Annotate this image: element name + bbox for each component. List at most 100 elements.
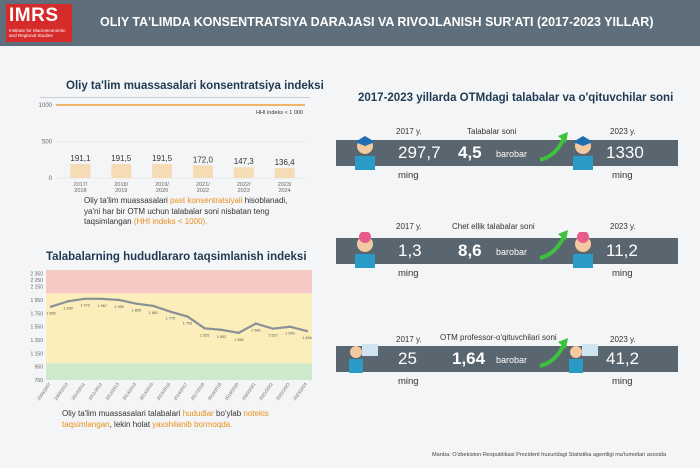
x-tick-label: 2022/2023 — [275, 381, 291, 401]
data-point — [118, 298, 121, 302]
row1-value-end: 1330 — [606, 143, 644, 162]
x-tick-label: 2012/2013 — [104, 381, 120, 401]
data-label: 1 525 — [200, 333, 210, 337]
x-tick-label: 2021/ — [196, 182, 210, 188]
data-point — [186, 315, 189, 318]
row3-year-end: 2023 y. — [610, 335, 636, 344]
row1-factor: 4,5 — [458, 143, 482, 162]
note-text: , lekin holat — [109, 419, 153, 429]
note-highlight: (HHI indeks < 1000). — [133, 217, 208, 226]
foreign-student-icon — [573, 232, 593, 268]
x-tick-label: 2021/2022 — [258, 381, 274, 401]
data-label: 1 458 — [234, 338, 244, 342]
row2-unit-start: ming — [398, 268, 419, 279]
row3-label: OTM professor-o'qituvchilari soni — [440, 333, 557, 342]
x-tick-label: 2015/2016 — [156, 381, 172, 401]
x-tick-label: 2023/ — [278, 182, 292, 188]
row1-barobar: barobar — [496, 149, 528, 159]
bar-value-label: 136,4 — [275, 158, 296, 167]
data-point — [237, 331, 240, 334]
note-highlight: hududlar — [182, 409, 214, 418]
row2-band: 1,3 8,6 barobar 11,2 — [336, 230, 678, 268]
background-band — [46, 363, 312, 380]
x-tick-label: 2023 — [238, 188, 250, 194]
x-tick-label: 2016/2017 — [173, 381, 189, 401]
row1-unit-end: ming — [612, 170, 633, 181]
data-label: 1 502 — [217, 335, 227, 339]
x-tick-label: 2011/2012 — [87, 381, 103, 401]
student-icon — [573, 136, 593, 170]
row1-year-end: 2023 y. — [610, 127, 636, 136]
x-tick-label: 2018/ — [114, 182, 128, 188]
x-tick-label: 2022/ — [237, 182, 251, 188]
row1-year-start: 2017 y. — [396, 127, 422, 136]
imrs-logo[interactable]: IMRS Institute for Macroeconomic and Reg… — [6, 4, 72, 42]
y-tick-label: 750 — [35, 378, 44, 384]
x-tick-label: 2010/2011 — [70, 381, 86, 401]
header: IMRS Institute for Macroeconomic and Reg… — [0, 0, 700, 46]
source-note: Manba: O'zbekiston Respublikasi Preziden… — [432, 452, 667, 458]
x-tick-label: 2018/2019 — [207, 381, 223, 401]
note-text: Oliy ta'lim muassasalari talabalari — [62, 409, 183, 418]
y-tick-label: 1000 — [39, 103, 53, 109]
x-tick-label: 2014/2015 — [138, 381, 154, 401]
background-band — [46, 293, 312, 364]
data-point — [83, 297, 87, 300]
divider — [40, 97, 310, 98]
note-highlight: notekis taqsimlangan — [62, 409, 269, 429]
x-tick-label: 2019/ — [155, 182, 169, 188]
stats-title: 2017-2023 yillarda OTMdagi talabalar va … — [358, 92, 674, 104]
row2-year-end: 2023 y. — [610, 222, 636, 231]
row3-factor: 1,64 — [452, 349, 486, 368]
x-tick-label: 2023/2024 — [292, 381, 308, 401]
x-tick-label: 2020/2021 — [241, 381, 257, 401]
bar-value-label: 172,0 — [193, 155, 214, 164]
row3-value-start: 25 — [398, 349, 417, 368]
x-tick-label: 2013/2014 — [121, 381, 137, 401]
data-label: 1 775 — [166, 317, 176, 321]
data-label: 1 970 — [80, 304, 90, 308]
growth-arrow-icon — [539, 230, 568, 260]
row2-year-start: 2017 y. — [396, 222, 422, 231]
row1-band: 297,7 4,5 barobar 1330 — [336, 132, 678, 170]
student-icon — [355, 136, 375, 170]
row2-factor: 8,6 — [458, 241, 482, 260]
row3-value-end: 41,2 — [606, 349, 640, 368]
row1-unit-start: ming — [398, 170, 419, 181]
row2-value-end: 11,2 — [606, 241, 638, 260]
data-point — [152, 304, 155, 308]
data-point — [203, 327, 206, 330]
line-chart-title: Talabalarning hududlararo taqsimlanish i… — [46, 251, 307, 263]
reference-label: HHI indeks < 1 000 — [256, 110, 303, 116]
note-highlight: past konsentratsiyali — [170, 196, 243, 205]
data-point — [101, 297, 104, 301]
background-band — [46, 270, 312, 294]
y-tick-label: 2 150 — [30, 285, 43, 291]
row1-value-start: 297,7 — [398, 143, 441, 162]
data-point — [288, 325, 292, 328]
page-title: OLIY TA'LIMDA KONSENTRATSIYA DARAJASI VA… — [100, 15, 654, 29]
row3-barobar: barobar — [496, 355, 528, 365]
x-tick-label: 2018 — [74, 188, 86, 194]
data-point — [66, 300, 70, 303]
series-line — [50, 297, 308, 334]
growth-arrow-icon — [539, 132, 568, 162]
bar — [233, 167, 254, 178]
teacher-icon — [569, 344, 598, 373]
data-point — [220, 328, 223, 332]
data-label: 1 861 — [149, 311, 159, 315]
y-tick-label: 500 — [42, 140, 53, 146]
data-label: 1 930 — [63, 306, 73, 310]
x-tick-label: 2006/2007 — [36, 381, 52, 401]
data-label: 1 549 — [285, 332, 295, 336]
note-highlight: yaxshilanib bormoqda. — [152, 419, 233, 429]
bar-value-label: 147,3 — [234, 157, 255, 166]
data-label: 1 484 — [302, 336, 312, 340]
row3-year-start: 2017 y. — [396, 335, 422, 344]
bar — [152, 164, 173, 178]
row1-label: Talabalar soni — [467, 127, 517, 136]
bar — [192, 165, 213, 178]
y-tick-label: 2 350 — [30, 271, 43, 277]
logo-subtitle: Institute for Macroeconomic and Regional… — [9, 28, 66, 38]
